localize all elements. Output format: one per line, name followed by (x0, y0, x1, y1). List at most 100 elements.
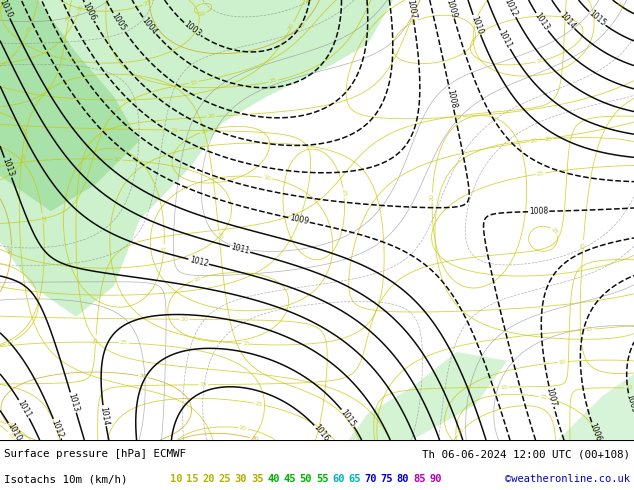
Point (0, 436, 5, 444)
Polygon shape (0, 0, 139, 211)
Text: 25: 25 (219, 474, 231, 484)
Point (0, 436, 5, 444)
Text: 15: 15 (454, 114, 462, 120)
Polygon shape (349, 352, 507, 440)
Text: 1015: 1015 (587, 9, 607, 28)
Point (0, 436, 5, 444)
Text: 1012: 1012 (49, 418, 65, 439)
Text: 25: 25 (536, 171, 545, 177)
Point (0, 436, 5, 444)
Text: 1013: 1013 (1, 157, 15, 178)
Point (0, 436, 5, 444)
Text: 10: 10 (193, 275, 202, 283)
Point (0, 436, 5, 444)
Point (0, 436, 5, 444)
Text: 1011: 1011 (15, 398, 33, 419)
Point (0, 436, 5, 444)
Point (0, 436, 5, 444)
Point (0, 436, 5, 444)
Text: 15: 15 (190, 79, 198, 86)
Text: 20: 20 (239, 425, 247, 431)
Text: 20: 20 (207, 114, 216, 120)
Text: 1004: 1004 (140, 16, 159, 36)
Point (0, 436, 5, 444)
Point (0, 436, 5, 444)
Text: 25: 25 (340, 189, 347, 197)
Text: 10: 10 (170, 474, 183, 484)
Text: 25: 25 (143, 0, 152, 7)
Text: 20: 20 (202, 474, 215, 484)
Point (0, 436, 5, 444)
Point (0, 436, 5, 444)
Text: 25: 25 (67, 57, 76, 63)
Text: 1011: 1011 (230, 243, 250, 256)
Text: 20: 20 (304, 0, 312, 3)
Text: 55: 55 (316, 474, 328, 484)
Text: 35: 35 (251, 474, 264, 484)
Text: 15: 15 (625, 385, 633, 391)
Point (0, 436, 5, 444)
Text: 20: 20 (65, 13, 72, 22)
Text: 65: 65 (348, 474, 361, 484)
Point (0, 436, 5, 444)
Text: 20: 20 (430, 194, 435, 201)
Point (0, 436, 5, 444)
Text: 15: 15 (93, 336, 98, 343)
Text: 1010: 1010 (469, 14, 484, 35)
Text: 15: 15 (500, 385, 508, 390)
Text: 90: 90 (429, 474, 442, 484)
Text: 20: 20 (529, 138, 538, 144)
Text: 30: 30 (250, 436, 259, 442)
Text: 10: 10 (262, 175, 271, 181)
Text: 15: 15 (7, 431, 16, 440)
Text: 30: 30 (297, 20, 306, 29)
Text: 20: 20 (54, 428, 61, 437)
Text: 25: 25 (456, 427, 465, 436)
Text: 30: 30 (139, 373, 147, 380)
Text: 1010: 1010 (0, 0, 13, 20)
Text: 15: 15 (242, 341, 250, 346)
Point (0, 436, 5, 444)
Text: 1012: 1012 (188, 255, 209, 269)
Text: 30: 30 (8, 246, 14, 254)
Text: 10: 10 (536, 58, 545, 64)
Point (0, 436, 5, 444)
Text: 1013: 1013 (533, 11, 551, 32)
Text: 20: 20 (200, 128, 209, 135)
Text: 10: 10 (113, 157, 122, 163)
Point (0, 436, 5, 444)
Point (0, 436, 5, 444)
Text: Isotachs 10m (km/h): Isotachs 10m (km/h) (4, 474, 127, 484)
Point (0, 436, 5, 444)
Point (0, 436, 5, 444)
Text: 20: 20 (544, 136, 552, 142)
Text: 20: 20 (6, 338, 15, 346)
Text: 25: 25 (269, 78, 278, 84)
Text: 20: 20 (180, 317, 188, 322)
Text: 50: 50 (300, 474, 312, 484)
Point (0, 436, 5, 444)
Text: 1005: 1005 (110, 11, 127, 33)
Text: Surface pressure [hPa] ECMWF: Surface pressure [hPa] ECMWF (4, 449, 186, 459)
Text: 20: 20 (409, 18, 418, 26)
Point (0, 436, 5, 444)
Text: 15: 15 (26, 24, 33, 33)
Point (0, 436, 5, 444)
Text: 15: 15 (539, 394, 548, 401)
Text: 10: 10 (198, 11, 206, 17)
Text: 20: 20 (287, 22, 295, 31)
Text: 1011: 1011 (496, 29, 514, 50)
Text: 25: 25 (120, 340, 128, 345)
Polygon shape (0, 0, 393, 317)
Text: 1006: 1006 (588, 421, 603, 443)
Point (0, 436, 5, 444)
Point (0, 436, 5, 444)
Point (0, 436, 5, 444)
Text: 20: 20 (216, 231, 222, 239)
Point (0, 436, 5, 444)
Text: 75: 75 (380, 474, 393, 484)
Text: 10: 10 (21, 152, 29, 161)
Text: 1009: 1009 (288, 214, 309, 226)
Text: 40: 40 (267, 474, 280, 484)
Text: ©weatheronline.co.uk: ©weatheronline.co.uk (505, 474, 630, 484)
